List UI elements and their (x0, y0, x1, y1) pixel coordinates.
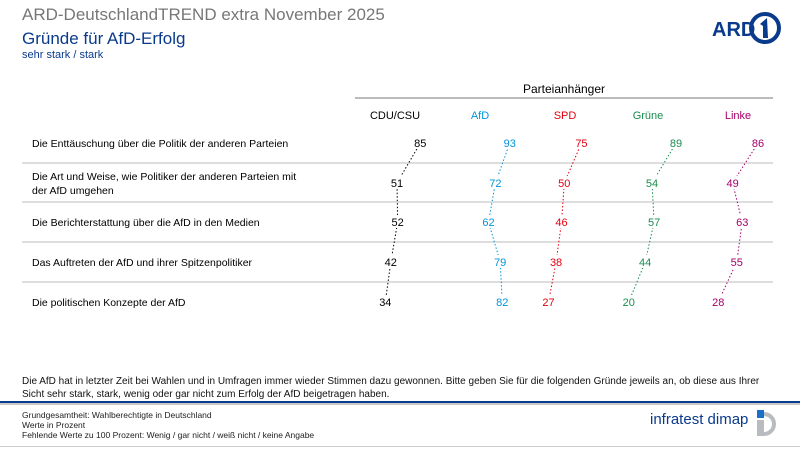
connector-line-spd (548, 142, 582, 303)
value-label: 52 (392, 217, 404, 229)
value-label: 44 (639, 257, 651, 269)
results-table: Parteianhänger CDU/CSU AfD SPD Grüne Linke Die… (22, 82, 773, 309)
value-label: 49 (726, 178, 738, 190)
value-label: 55 (731, 257, 743, 269)
column-header-linke: Linke (725, 110, 751, 122)
row-label: Die Art und Weise, wie Politiker der and… (32, 171, 296, 183)
value-label: 72 (489, 178, 501, 190)
value-label: 50 (558, 178, 570, 190)
value-label: 51 (391, 178, 403, 190)
value-bg (573, 136, 590, 149)
value-bg (487, 176, 504, 189)
value-bg (734, 215, 751, 228)
value-bg (548, 255, 565, 268)
value-label: 28 (712, 297, 724, 309)
row-label: Die Berichterstattung über die AfD in de… (32, 217, 260, 229)
brand-name: infratest dimap (650, 411, 749, 428)
row-label: Die politischen Konzepte der AfD (32, 297, 186, 309)
value-label: 62 (482, 217, 494, 229)
value-label: 46 (555, 217, 567, 229)
value-label: 34 (379, 297, 391, 309)
value-bg (492, 255, 509, 268)
value-bg (553, 215, 570, 228)
footer-divider-gray (0, 403, 800, 405)
value-label: 93 (504, 138, 516, 150)
bottom-rule (0, 446, 800, 447)
value-bg (556, 176, 573, 189)
value-bg (728, 255, 745, 268)
value-bg (644, 176, 661, 189)
value-bg (382, 255, 399, 268)
footer-divider (0, 401, 800, 403)
row-label: Die Enttäuschung über die Politik der an… (32, 138, 288, 150)
connector-line-grüne (628, 142, 677, 303)
value-label: 82 (496, 297, 508, 309)
column-header-spd: SPD (554, 110, 577, 122)
ard-logo: ARD (712, 12, 781, 44)
note: Fehlende Werte zu 100 Prozent: Wenig / g… (22, 430, 315, 440)
value-bg (389, 215, 406, 228)
group-header: Parteianhänger (523, 82, 605, 96)
footnotes: Grundgesamtheit: Wahlberechtigte in Deut… (22, 410, 314, 440)
value-label: 89 (670, 138, 682, 150)
value-label: 85 (414, 138, 426, 150)
value-bg (724, 176, 741, 189)
infratest-logo-icon (757, 410, 776, 436)
value-label: 86 (752, 138, 764, 150)
value-bg (749, 136, 766, 149)
value-label: 75 (575, 138, 587, 150)
value-label: 27 (542, 297, 554, 309)
value-label: 38 (550, 257, 562, 269)
note: Werte in Prozent (22, 420, 86, 430)
page-title: ARD-DeutschlandTREND extra November 2025 (22, 5, 385, 24)
value-bg (501, 136, 518, 149)
column-header-afd: AfD (471, 110, 489, 122)
value-bg (412, 136, 429, 149)
note: Grundgesamtheit: Wahlberechtigte in Deut… (22, 410, 212, 420)
value-bg (668, 136, 685, 149)
measure-label: sehr stark / stark (22, 49, 104, 61)
value-label: 57 (648, 217, 660, 229)
column-header-cdu/csu: CDU/CSU (370, 110, 420, 122)
value-bg (388, 176, 405, 189)
chart-subtitle: Gründe für AfD-Erfolg (22, 29, 186, 48)
value-bg (377, 295, 394, 308)
value-label: 79 (494, 257, 506, 269)
question-text: Die AfD hat in letzter Zeit bei Wahlen u… (22, 376, 760, 400)
value-label: 63 (736, 217, 748, 229)
value-bg (494, 295, 511, 308)
value-bg (480, 215, 497, 228)
value-bg (646, 215, 663, 228)
connector-line-afd (488, 142, 511, 303)
value-bg (710, 295, 727, 308)
value-bg (620, 295, 637, 308)
row-label: Das Auftreten der AfD und ihrer Spitzenp… (32, 257, 253, 269)
value-label: 42 (385, 257, 397, 269)
value-bg (540, 295, 557, 308)
value-label: 54 (646, 178, 658, 190)
value-bg (637, 255, 654, 268)
column-header-grüne: Grüne (633, 110, 664, 122)
value-label: 20 (623, 297, 635, 309)
svg-text:ARD: ARD (712, 19, 755, 41)
row-label: der AfD umgehen (32, 185, 114, 197)
